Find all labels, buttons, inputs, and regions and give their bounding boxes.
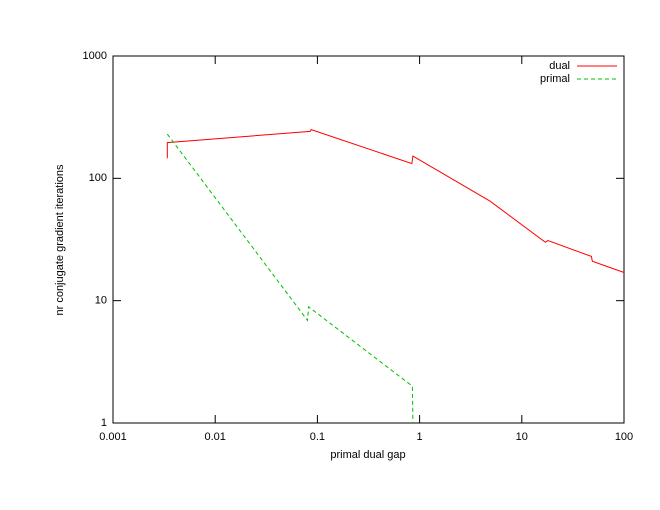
- y-tick-label: 1: [101, 417, 107, 429]
- x-tick-label: 0.1: [310, 431, 325, 443]
- x-tick-label: 0.01: [204, 431, 225, 443]
- series-line: [166, 129, 625, 273]
- y-tick-label: 100: [89, 172, 107, 184]
- x-tick-label: 0.001: [99, 431, 127, 443]
- y-axis-label: nr conjugate gradient iterations: [54, 164, 66, 316]
- x-axis-label: primal dual gap: [330, 449, 405, 461]
- series-line: [166, 133, 414, 424]
- plot-frame: [112, 55, 625, 424]
- y-tick-label: 1000: [83, 50, 107, 62]
- legend-label: dual: [549, 60, 570, 72]
- y-tick-label: 10: [95, 295, 107, 307]
- x-tick-label: 1: [417, 431, 423, 443]
- x-tick-label: 10: [516, 431, 528, 443]
- legend-label: primal: [540, 73, 570, 85]
- x-tick-label: 100: [615, 431, 633, 443]
